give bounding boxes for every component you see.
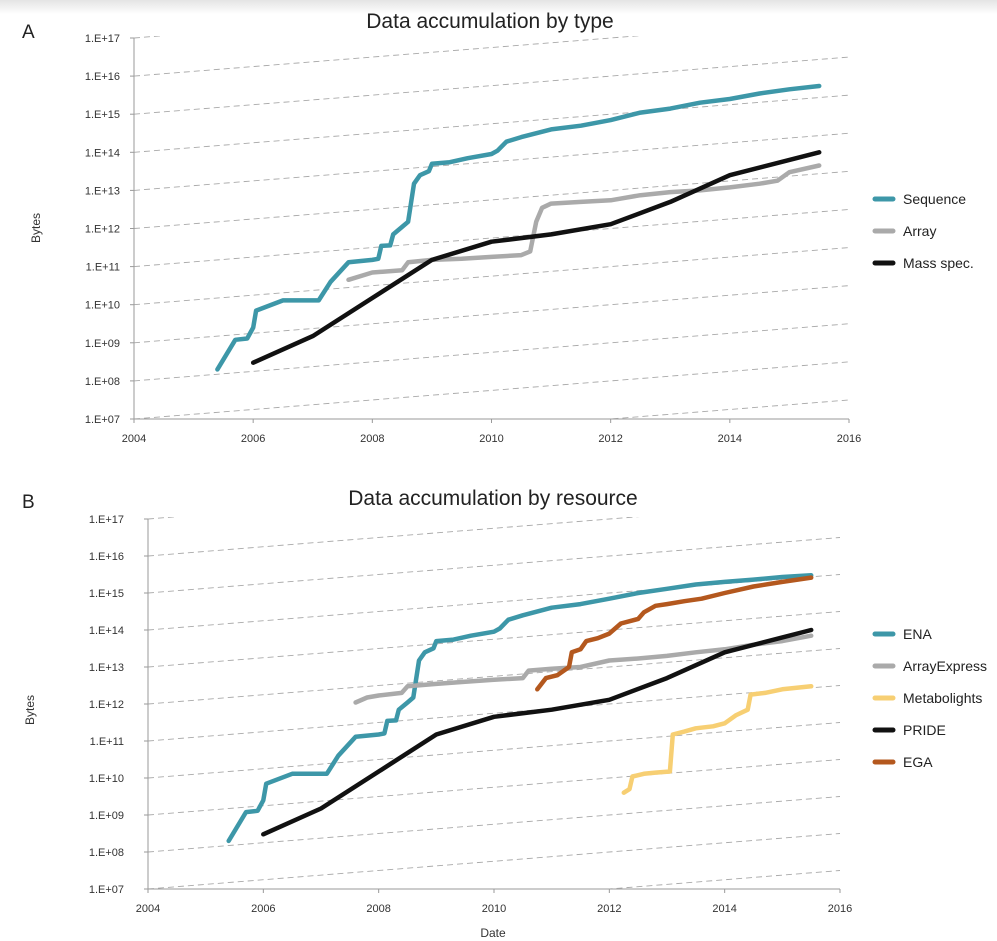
panel-a-y-tick-label: 1.E+11 <box>86 262 120 274</box>
panel-b-guide-line <box>148 685 840 742</box>
panel-b-legend-label-ena: ENA <box>903 626 932 642</box>
panel-a-guide-line <box>134 132 849 191</box>
panel-b-x-tick-label: 2014 <box>712 903 736 915</box>
panel-a-y-tick-label: 1.E+12 <box>85 224 120 236</box>
panel-a-plot: 1.E+07 1.E+08 1.E+09 1.E+10 1.E+11 1.E+12 1.E+… <box>85 33 974 445</box>
panel-b-series-arrayexpress <box>353 633 814 705</box>
panel-b-guide-line <box>148 648 840 705</box>
panel-b-legend-label-ega: EGA <box>903 754 933 770</box>
panel-b-guide-line <box>148 611 840 668</box>
panel-b-y-tick-label: 1.E+13 <box>89 662 124 674</box>
panel-b-guide-line <box>603 870 840 889</box>
panel-b-guide-line <box>148 537 840 594</box>
chart-marks: 1.E+07 1.E+08 1.E+09 1.E+10 1.E+11 1.E+12 1.E+… <box>85 33 987 915</box>
panel-a-y-tick-label: 1.E+17 <box>85 33 120 45</box>
panel-a-letter: A <box>22 22 35 43</box>
panel-b-x-axis-label: Date <box>480 926 506 940</box>
panel-a-y-tick-label: 1.E+15 <box>85 109 120 121</box>
panel-b-y-tick-label: 1.E+16 <box>89 551 124 563</box>
panel-a-guide-line <box>134 170 849 229</box>
panel-a-title: Data accumulation by type <box>366 10 613 33</box>
panel-a-x-tick-label: 2008 <box>360 433 384 445</box>
panel-a-y-tick-label: 1.E+16 <box>85 71 120 83</box>
panel-b-title: Data accumulation by resource <box>348 487 637 510</box>
panel-b-x-tick-label: 2010 <box>482 903 506 915</box>
panel-b-letter: B <box>22 492 35 513</box>
panel-b-guide-line <box>148 796 840 853</box>
window-top-bar <box>0 0 997 14</box>
panel-b-series-ega <box>535 575 814 692</box>
panel-a-y-tick-label: 1.E+08 <box>85 376 120 388</box>
panel-b-y-tick-label: 1.E+07 <box>89 884 124 896</box>
panel-b-series-ena <box>226 573 814 844</box>
panel-b-x-tick-label: 2016 <box>828 903 852 915</box>
panel-a-x-tick-label: 2010 <box>479 433 503 445</box>
panel-a-guide-line <box>134 285 849 344</box>
panel-a-guide-line <box>134 361 849 419</box>
panel-b-series-pride <box>261 627 814 837</box>
panel-a-legend-label-sequence: Sequence <box>903 191 966 207</box>
panel-b-legend-label-metabolights: Metabolights <box>903 690 982 706</box>
panel-b-y-tick-label: 1.E+14 <box>89 625 124 637</box>
panel-a-series-sequence <box>215 83 822 372</box>
panel-a-series-array <box>346 163 822 283</box>
panel-a-guide-line <box>134 94 849 153</box>
panel-b-legend-label-arrayexpress: ArrayExpress <box>903 658 987 674</box>
panel-a: A Data accumulation by type Bytes <box>22 10 614 243</box>
panel-b-y-tick-label: 1.E+08 <box>89 847 124 859</box>
panel-a-y-tick-label: 1.E+07 <box>85 414 120 426</box>
panel-a-x-tick-label: 2004 <box>122 433 146 445</box>
panel-b-guide-line <box>148 722 840 779</box>
panel-b-y-tick-label: 1.E+09 <box>89 810 124 822</box>
panel-a-x-tick-label: 2012 <box>598 433 622 445</box>
panel-a-series-mass-spec <box>250 150 822 365</box>
panel-b-legend-label-pride: PRIDE <box>903 722 946 738</box>
panel-b-series-metabolights <box>621 684 814 795</box>
panel-b: B Data accumulation by resource Bytes Da… <box>22 487 638 940</box>
panel-b-plot: 1.E+07 1.E+08 1.E+09 1.E+10 1.E+11 1.E+12 1.E+… <box>89 514 987 915</box>
panel-b-x-tick-label: 2012 <box>597 903 621 915</box>
panel-b-guide-line <box>148 574 840 631</box>
panel-b-guide-line <box>148 833 840 889</box>
panel-a-x-tick-label: 2016 <box>837 433 861 445</box>
panel-b-y-tick-label: 1.E+15 <box>89 588 124 600</box>
panel-b-guide-line <box>148 759 840 816</box>
panel-b-x-tick-label: 2008 <box>366 903 390 915</box>
panel-a-guide-line <box>134 323 849 382</box>
panel-b-x-tick-label: 2006 <box>251 903 275 915</box>
panel-b-y-tick-label: 1.E+17 <box>89 514 124 526</box>
panel-b-y-tick-label: 1.E+10 <box>89 773 124 785</box>
panel-a-guide-line <box>134 56 849 115</box>
panel-a-guide-line <box>605 399 849 419</box>
panel-b-y-tick-label: 1.E+12 <box>89 699 124 711</box>
panel-b-guide-lines <box>148 517 840 889</box>
panel-a-x-tick-label: 2006 <box>241 433 265 445</box>
panel-b-y-tick-label: 1.E+11 <box>90 736 124 748</box>
panel-a-legend-label-array: Array <box>903 223 936 239</box>
panel-a-y-tick-label: 1.E+09 <box>85 338 120 350</box>
panel-b-guide-line <box>148 517 640 557</box>
panel-a-x-tick-label: 2014 <box>718 433 742 445</box>
panel-a-y-axis-label: Bytes <box>29 213 43 243</box>
panel-a-y-tick-label: 1.E+10 <box>85 300 120 312</box>
panel-a-y-tick-label: 1.E+13 <box>85 185 120 197</box>
panel-a-y-tick-label: 1.E+14 <box>85 147 120 159</box>
panel-b-x-tick-label: 2004 <box>136 903 160 915</box>
panel-b-y-axis-label: Bytes <box>23 695 37 725</box>
panel-a-legend-label-mass-spec: Mass spec. <box>903 255 974 271</box>
